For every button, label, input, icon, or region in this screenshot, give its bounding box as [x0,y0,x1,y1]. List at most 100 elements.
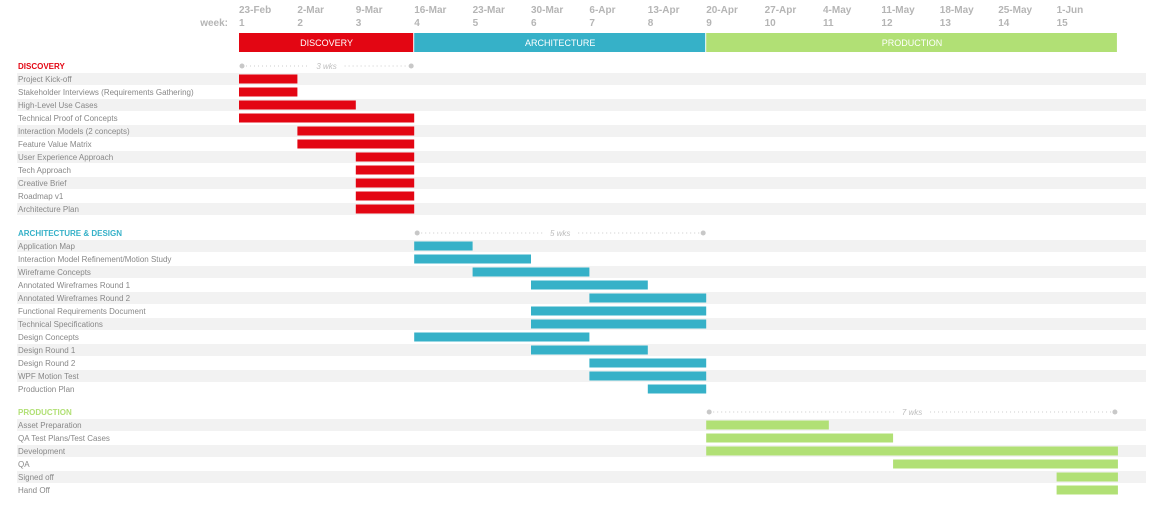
task-bar [414,241,473,251]
task-label: Creative Brief [18,179,67,188]
task-row-bg [17,177,1146,189]
task-row-bg [17,99,1146,111]
task-label: Interaction Models (2 concepts) [18,127,130,136]
task-row-bg [17,203,1146,215]
week-date-label: 23-Feb [239,5,271,16]
task-bar [239,113,415,123]
task-row-bg [17,151,1146,163]
task-row-bg [17,125,1146,137]
task-label: Design Concepts [18,333,79,342]
task-bar [531,345,648,355]
task-bar [531,280,648,290]
task-label: Feature Value Matrix [18,140,92,149]
task-bar [239,87,298,97]
duration-start-dot [239,63,245,69]
week-number-label: 9 [706,18,712,29]
section-title: PRODUCTION [18,408,72,417]
week-number-label: 14 [998,18,1010,29]
week-date-label: 2-Mar [297,5,324,16]
phase-label: DISCOVERY [300,38,353,48]
week-label: week: [199,18,228,29]
week-number-label: 5 [473,18,479,29]
week-date-label: 27-Apr [765,5,797,16]
task-bar [414,332,590,342]
section-title: ARCHITECTURE & DESIGN [18,229,122,238]
phase-bar [239,33,414,52]
task-bar [706,420,829,430]
week-date-label: 1-Jun [1057,5,1084,16]
task-bar [297,139,415,149]
phase-label: PRODUCTION [882,38,943,48]
task-label: Design Round 2 [18,359,76,368]
week-date-label: 23-Mar [473,5,505,16]
week-date-label: 20-Apr [706,5,738,16]
task-label: Project Kick-off [18,75,72,84]
task-bar [589,293,707,303]
task-bar [589,371,707,381]
task-bar [589,358,707,368]
week-number-label: 7 [589,18,595,29]
task-row-bg [17,292,1146,304]
task-bar [531,306,707,316]
duration-label: 5 wks [550,229,570,238]
task-bar [355,204,415,214]
task-bar [1056,472,1118,482]
task-bar [297,126,415,136]
task-label: Functional Requirements Document [18,307,146,316]
week-date-label: 11-May [881,5,915,16]
duration-start-dot [706,409,712,415]
task-label: Technical Specifications [18,320,103,329]
task-row-bg [17,471,1146,483]
task-bar [355,152,415,162]
task-bar [355,165,415,175]
task-label: Architecture Plan [18,205,79,214]
task-label: Wireframe Concepts [18,268,91,277]
week-number-label: 6 [531,18,537,29]
task-label: Production Plan [18,385,74,394]
task-label: Annotated Wireframes Round 1 [18,281,131,290]
task-bar [893,459,1118,469]
duration-end-dot [1112,409,1118,415]
week-date-label: 30-Mar [531,5,563,16]
task-label: Hand Off [18,486,51,495]
task-label: Application Map [18,242,75,251]
task-label: Asset Preparation [18,421,82,430]
week-number-label: 8 [648,18,654,29]
task-bar [472,267,590,277]
task-bar [531,319,707,329]
task-label: Stakeholder Interviews (Requirements Gat… [18,88,194,97]
task-label: Tech Approach [18,166,71,175]
task-bar [239,74,298,84]
duration-label: 3 wks [316,62,336,71]
week-number-label: 2 [297,18,303,29]
task-bar [706,446,1118,456]
task-bar [706,433,894,443]
week-number-label: 10 [765,18,777,29]
task-bar [647,384,707,394]
week-number-label: 12 [881,18,893,29]
task-label: High-Level Use Cases [18,101,98,110]
week-number-label: 1 [239,18,245,29]
task-label: Signed off [18,473,55,482]
week-number-label: 15 [1057,18,1069,29]
task-bar [355,178,415,188]
phase-bar [706,33,1117,52]
task-row-bg [17,73,1146,85]
duration-label: 7 wks [902,408,922,417]
duration-end-dot [408,63,414,69]
week-date-label: 18-May [940,5,974,16]
phase-bar [414,33,706,52]
task-label: Technical Proof of Concepts [18,114,118,123]
task-label: Development [18,447,66,456]
task-label: QA [18,460,30,469]
task-label: User Experience Approach [18,153,113,162]
task-bar [239,100,356,110]
week-date-label: 13-Apr [648,5,680,16]
task-label: Annotated Wireframes Round 2 [18,294,131,303]
week-number-label: 13 [940,18,952,29]
week-date-label: 4-May [823,5,852,16]
task-row-bg [17,419,1146,431]
task-label: WPF Motion Test [18,372,80,381]
task-bar [1056,485,1118,495]
